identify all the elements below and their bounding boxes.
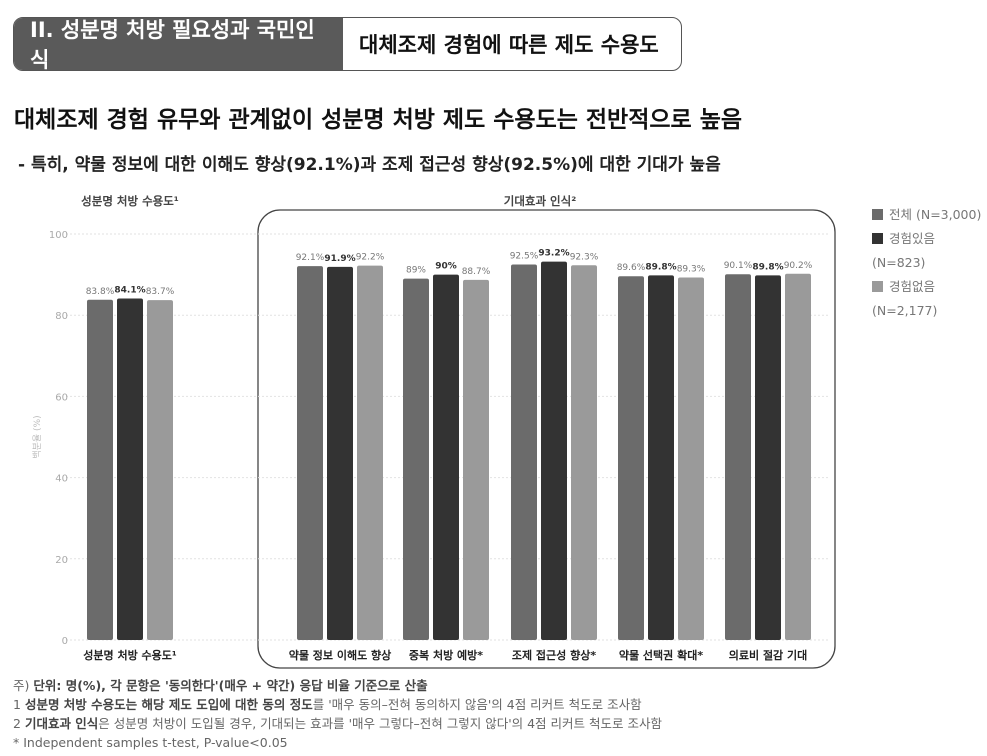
data-label: 90.1% <box>724 261 753 271</box>
bar <box>511 264 537 640</box>
x-tick-label: 약물 선택권 확대* <box>619 648 703 662</box>
legend-item: 경험있음 (N=823) <box>872 227 987 275</box>
legend-swatch <box>872 233 883 244</box>
data-label: 91.9% <box>324 254 355 264</box>
note-2: 2 기대효과 인식은 성분명 처방이 도입될 경우, 기대되는 효과를 '매우 … <box>13 714 662 733</box>
bar <box>117 298 143 640</box>
data-label: 92.2% <box>356 253 385 263</box>
data-label: 92.5% <box>510 251 539 261</box>
y-tick-label: 60 <box>55 392 68 403</box>
data-label: 92.1% <box>296 253 325 263</box>
x-tick-label: 중복 처방 예방* <box>409 648 483 662</box>
note-text: 를 '매우 동의–전혀 동의하지 않음'의 4점 리커트 척도로 조사함 <box>312 697 642 712</box>
x-tick-label: 조제 접근성 향상* <box>512 648 596 662</box>
note-1: 1 성분명 처방 수용도는 해당 제도 도입에 대한 동의 정도를 '매우 동의… <box>13 695 662 714</box>
bar <box>785 273 811 640</box>
bar <box>297 266 323 640</box>
bar-chart: 0 20 40 60 80 100 백분율 (%) 성분명 처방 수용도¹ 기대효과 인식² 83… <box>32 194 836 669</box>
data-label: 92.3% <box>570 252 599 262</box>
bar <box>327 266 353 640</box>
data-label: 90.2% <box>784 261 813 271</box>
data-label: 90% <box>435 262 457 272</box>
note-bold: 성분명 처방 수용도는 해당 제도 도입에 대한 동의 정도 <box>24 697 313 712</box>
panel-box <box>257 209 836 669</box>
legend-label: 전체 (N=3,000) <box>889 207 982 222</box>
bar <box>463 279 489 640</box>
y-tick-label: 80 <box>55 311 68 322</box>
data-label: 89.6% <box>617 263 646 273</box>
bar <box>755 275 781 640</box>
bar <box>433 274 459 640</box>
note-prefix: 주) <box>13 678 34 693</box>
note-bold: 기대효과 인식 <box>24 716 99 731</box>
bar <box>571 265 597 640</box>
y-tick-label: 0 <box>62 636 68 647</box>
x-tick-label: 약물 정보 이해도 향상 <box>289 648 392 662</box>
x-tick-label: 의료비 절감 기대 <box>729 648 808 662</box>
data-label: 89.3% <box>677 264 706 274</box>
data-label: 84.1% <box>114 286 145 296</box>
bar <box>648 275 674 640</box>
bar <box>403 278 429 640</box>
footnotes: 주) 단위: 명(%), 각 문항은 '동의한다'(매우 + 약간) 응답 비율… <box>13 676 662 752</box>
legend-item: 전체 (N=3,000) <box>872 203 987 227</box>
note-text: 단위: 명(%), 각 문항은 '동의한다'(매우 + 약간) 응답 비율 기준… <box>33 678 428 693</box>
note-number: 1 <box>13 697 25 712</box>
data-label: 93.2% <box>538 249 569 259</box>
panel-title: 성분명 처방 수용도¹ <box>81 194 179 208</box>
data-label: 89% <box>406 266 426 276</box>
subsection-title: 대체조제 경험에 따른 제도 수용도 <box>359 33 659 57</box>
note-text: 은 성분명 처방이 도입될 경우, 기대되는 효과를 '매우 그렇다–전혀 그렇… <box>98 716 662 731</box>
note-number: 2 <box>13 716 25 731</box>
note-unit: 주) 단위: 명(%), 각 문항은 '동의한다'(매우 + 약간) 응답 비율… <box>13 676 662 695</box>
y-tick-label: 20 <box>55 555 68 566</box>
y-axis-label: 백분율 (%) <box>32 415 43 458</box>
data-label: 83.7% <box>146 287 175 297</box>
data-label: 83.8% <box>86 287 115 297</box>
data-label: 88.7% <box>462 267 491 277</box>
bar <box>541 261 567 640</box>
y-tick-label: 100 <box>49 230 68 241</box>
legend-label: 경험있음 (N=823) <box>872 231 936 270</box>
note-3: * Independent samples t-test, P-value<0.… <box>13 735 288 750</box>
chart-legend: 전체 (N=3,000) 경험있음 (N=823) 경험없음 (N=2,177) <box>872 203 987 323</box>
bar <box>87 299 113 640</box>
headline: 대체조제 경험 유무와 관계없이 성분명 처방 제도 수용도는 전반적으로 높음 <box>14 107 743 133</box>
legend-label: 경험없음 (N=2,177) <box>872 279 938 318</box>
bar <box>618 276 644 640</box>
legend-swatch <box>872 209 883 220</box>
y-tick-label: 40 <box>55 474 68 485</box>
x-tick-label: 성분명 처방 수용도¹ <box>83 648 177 662</box>
subheadline: - 특히, 약물 정보에 대한 이해도 향상(92.1%)과 조제 접근성 향상… <box>18 155 721 175</box>
section-title: II. 성분명 처방 필요성과 국민인식 <box>14 18 343 70</box>
bar <box>147 300 173 640</box>
section-header: II. 성분명 처방 필요성과 국민인식 대체조제 경험에 따른 제도 수용도 <box>13 17 682 71</box>
panel-title: 기대효과 인식² <box>504 194 577 208</box>
bar <box>357 265 383 640</box>
bar <box>725 274 751 640</box>
data-label: 89.8% <box>752 262 783 272</box>
bar <box>678 277 704 640</box>
legend-swatch <box>872 281 883 292</box>
legend-item: 경험없음 (N=2,177) <box>872 275 987 323</box>
data-label: 89.8% <box>645 262 676 272</box>
